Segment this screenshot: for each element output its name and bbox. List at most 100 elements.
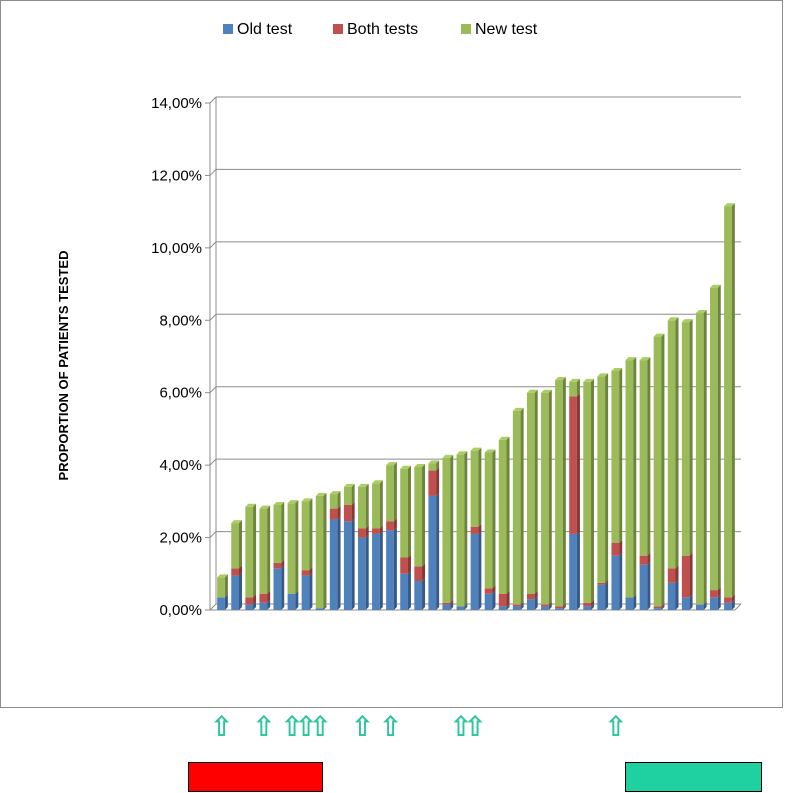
bar-side: [422, 463, 426, 567]
bar-old-test: [217, 597, 225, 610]
bar-side: [717, 594, 721, 610]
bar-old-test: [541, 606, 549, 610]
gridline-depth: [209, 313, 217, 321]
bar-side: [422, 563, 426, 582]
bar-old-test: [245, 604, 254, 610]
bar-top: [681, 319, 693, 323]
bar-side: [689, 552, 693, 598]
bar-top: [343, 483, 355, 487]
bar-side: [619, 552, 623, 610]
bar-side: [295, 590, 299, 610]
bar-side: [591, 599, 595, 607]
legend-swatch: [333, 24, 343, 34]
bar-top: [456, 451, 468, 455]
bar-old-test: [470, 533, 479, 610]
bar-side: [548, 601, 552, 607]
bar-side: [548, 389, 552, 605]
bar-side: [661, 603, 665, 609]
bar-new-test: [541, 392, 549, 605]
bar-old-test: [484, 593, 493, 610]
bar-old-test: [287, 593, 296, 610]
up-arrow-icon: ⇧: [252, 710, 276, 743]
bar-old-test: [569, 533, 577, 610]
bar-both-tests: [372, 528, 380, 534]
bar-side: [548, 603, 552, 610]
bar-side: [436, 460, 440, 471]
bar-side: [605, 373, 609, 583]
bar-old-test: [653, 608, 662, 610]
up-arrow-icon: ⇧: [308, 710, 333, 743]
bar-both-tests: [667, 568, 676, 583]
bar-old-test: [498, 606, 507, 610]
bar-new-test: [667, 320, 676, 569]
bar-side: [619, 540, 623, 556]
gridline-depth: [209, 458, 217, 466]
bar-old-test: [329, 519, 338, 610]
up-arrow-icon: ⇧: [210, 710, 234, 743]
up-arrow-icon: ⇧: [280, 710, 304, 743]
bar-both-tests: [231, 568, 239, 576]
y-axis-title: PROPORTION OF PATIENTS TESTED: [56, 251, 71, 481]
bar-old-test: [386, 530, 394, 610]
bar-side: [295, 500, 299, 594]
bar-side: [379, 480, 383, 529]
y-tick-label: 0,00%: [159, 602, 202, 619]
bar-both-tests: [329, 508, 338, 520]
bar-both-tests: [526, 593, 535, 600]
green-range-bar: [625, 762, 762, 792]
bar-side: [253, 594, 257, 605]
bar-top: [512, 407, 524, 411]
bar-top: [667, 317, 679, 321]
bar-side: [534, 590, 538, 600]
bar-side: [562, 605, 566, 610]
bar-new-test: [526, 392, 535, 594]
bar-side: [492, 585, 496, 594]
bar-new-test: [456, 454, 465, 607]
bar-side: [267, 505, 271, 594]
bar-side: [675, 565, 679, 583]
bar-side: [478, 530, 482, 610]
bar-side: [337, 516, 341, 610]
bar-side: [267, 590, 271, 603]
bar-side: [605, 579, 609, 585]
bar-side: [520, 407, 524, 605]
bar-old-test: [597, 584, 606, 610]
bar-new-test: [245, 506, 254, 598]
bar-side: [689, 594, 693, 610]
bar-old-test: [512, 606, 521, 610]
bar-side: [238, 565, 242, 576]
bar-side: [478, 523, 482, 534]
bar-both-tests: [442, 602, 451, 605]
bar-side: [605, 581, 609, 610]
bar-side: [576, 378, 580, 397]
bar-both-tests: [611, 543, 620, 556]
bar-side: [478, 447, 482, 527]
bar-new-test: [710, 287, 718, 591]
bar-new-test: [512, 410, 521, 605]
bar-new-test: [681, 322, 690, 556]
bar-top: [625, 357, 637, 361]
bar-new-test: [611, 370, 620, 544]
bar-side: [647, 552, 651, 565]
bar-both-tests: [273, 562, 282, 569]
bar-both-tests: [386, 521, 394, 531]
bar-new-test: [273, 504, 282, 563]
bar-both-tests: [555, 606, 563, 609]
bar-side: [717, 587, 721, 598]
bar-both-tests: [357, 528, 366, 538]
bar-top: [611, 367, 623, 371]
bar-side: [323, 492, 327, 609]
bar-top: [315, 492, 327, 496]
bar-top: [653, 333, 665, 337]
bar-side: [253, 601, 257, 610]
bar-side: [464, 451, 468, 607]
bar-side: [520, 603, 524, 610]
bar-top: [259, 505, 271, 509]
bar-side: [633, 594, 637, 610]
bar-old-test: [372, 533, 380, 610]
bar-old-test: [667, 582, 676, 610]
bar-old-test: [357, 537, 366, 610]
bar-side: [661, 605, 665, 610]
bar-side: [703, 310, 707, 605]
bar-side: [309, 567, 313, 576]
